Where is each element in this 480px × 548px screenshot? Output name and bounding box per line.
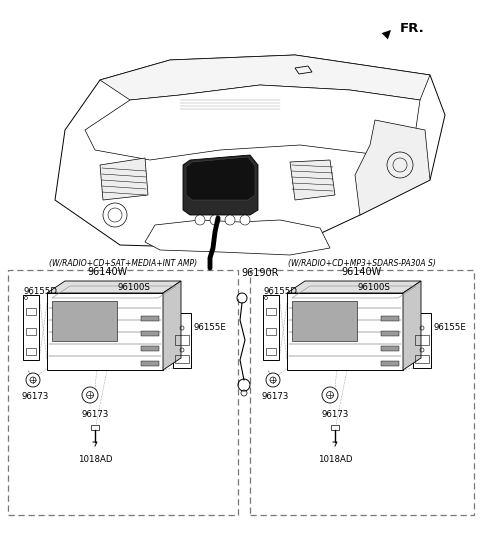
Text: 96155E: 96155E: [193, 323, 226, 333]
Bar: [415, 355, 429, 363]
Circle shape: [103, 203, 127, 227]
Bar: [175, 355, 189, 363]
Bar: [141, 331, 159, 336]
Polygon shape: [52, 301, 117, 341]
Bar: [26, 308, 36, 315]
Polygon shape: [186, 157, 255, 200]
Polygon shape: [55, 55, 445, 250]
Circle shape: [26, 373, 40, 387]
Bar: [381, 361, 399, 366]
Text: 1018AD: 1018AD: [318, 455, 352, 464]
Polygon shape: [287, 293, 403, 370]
Bar: [23, 295, 39, 360]
Text: 96155D: 96155D: [263, 287, 297, 296]
Polygon shape: [47, 281, 181, 293]
Circle shape: [225, 215, 235, 225]
Bar: [413, 313, 431, 368]
Bar: [26, 328, 36, 335]
Circle shape: [240, 215, 250, 225]
Bar: [8, 270, 238, 515]
Text: 96173: 96173: [261, 392, 288, 401]
Circle shape: [210, 215, 220, 225]
Polygon shape: [287, 281, 421, 293]
Circle shape: [82, 387, 98, 403]
Circle shape: [322, 387, 338, 403]
Polygon shape: [292, 301, 357, 341]
Polygon shape: [47, 293, 163, 370]
Bar: [381, 331, 399, 336]
Circle shape: [266, 373, 280, 387]
Text: (W/RADIO+CD+SAT+MEDIA+INT AMP): (W/RADIO+CD+SAT+MEDIA+INT AMP): [49, 259, 197, 268]
Text: 96155E: 96155E: [433, 323, 466, 333]
Text: (W/RADIO+CD+MP3+SDARS-PA30A S): (W/RADIO+CD+MP3+SDARS-PA30A S): [288, 259, 436, 268]
Bar: [141, 361, 159, 366]
Text: 96140W: 96140W: [342, 267, 382, 277]
Text: 96173: 96173: [82, 410, 109, 419]
Text: 1018AD: 1018AD: [78, 455, 112, 464]
Circle shape: [195, 215, 205, 225]
Text: 96173: 96173: [322, 410, 349, 419]
Bar: [141, 316, 159, 321]
Bar: [381, 346, 399, 351]
Bar: [141, 346, 159, 351]
Polygon shape: [145, 220, 330, 255]
Text: 96155D: 96155D: [23, 287, 57, 296]
Bar: [175, 335, 189, 345]
Bar: [250, 270, 474, 515]
Bar: [263, 295, 279, 360]
Bar: [91, 425, 99, 430]
Polygon shape: [355, 120, 430, 215]
Bar: [381, 316, 399, 321]
Text: 96100S: 96100S: [117, 283, 150, 292]
Text: 96100S: 96100S: [357, 283, 390, 292]
Bar: [173, 313, 191, 368]
Text: 96173: 96173: [21, 392, 48, 401]
Polygon shape: [290, 160, 335, 200]
Polygon shape: [183, 155, 258, 215]
Bar: [331, 425, 339, 430]
Bar: [266, 328, 276, 335]
Polygon shape: [403, 281, 421, 370]
Polygon shape: [100, 55, 430, 100]
Bar: [266, 308, 276, 315]
Polygon shape: [163, 281, 181, 370]
Text: FR.: FR.: [400, 22, 425, 35]
Text: 96190R: 96190R: [241, 268, 278, 278]
Text: 96140W: 96140W: [88, 267, 128, 277]
Polygon shape: [100, 158, 148, 200]
Bar: [26, 348, 36, 355]
Bar: [415, 335, 429, 345]
Polygon shape: [85, 85, 420, 160]
Bar: [266, 348, 276, 355]
